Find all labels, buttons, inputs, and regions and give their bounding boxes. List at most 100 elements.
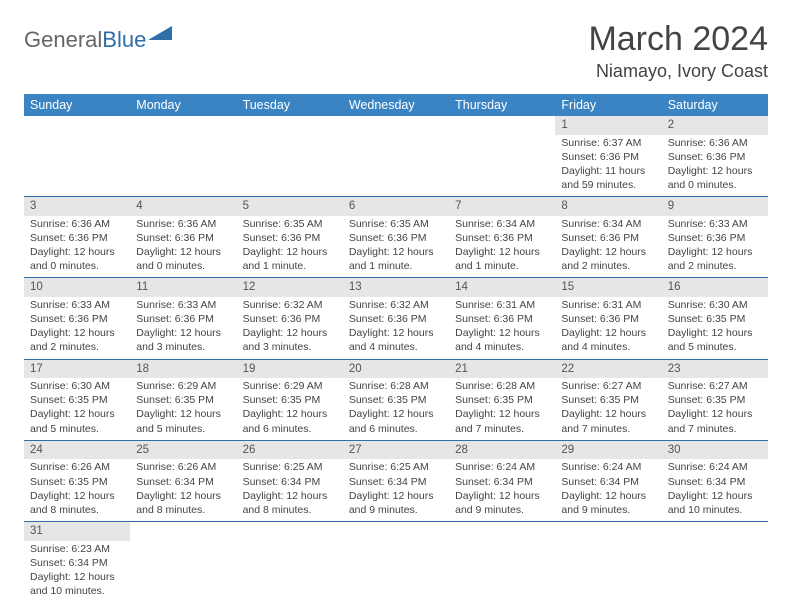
day-number: 12	[237, 278, 343, 297]
daylight-text: Daylight: 12 hours and 7 minutes.	[668, 407, 762, 435]
day-content: Sunrise: 6:24 AMSunset: 6:34 PMDaylight:…	[555, 459, 661, 521]
calendar-day-cell: 25Sunrise: 6:26 AMSunset: 6:34 PMDayligh…	[130, 440, 236, 521]
day-content: Sunrise: 6:31 AMSunset: 6:36 PMDaylight:…	[555, 297, 661, 359]
weekday-header: Tuesday	[237, 94, 343, 116]
sunrise-text: Sunrise: 6:29 AM	[243, 379, 337, 393]
day-content	[237, 541, 343, 597]
day-content: Sunrise: 6:26 AMSunset: 6:34 PMDaylight:…	[130, 459, 236, 521]
sunrise-text: Sunrise: 6:25 AM	[243, 460, 337, 474]
sunrise-text: Sunrise: 6:32 AM	[349, 298, 443, 312]
sunset-text: Sunset: 6:35 PM	[243, 393, 337, 407]
calendar-day-cell	[237, 116, 343, 197]
sunrise-text: Sunrise: 6:35 AM	[243, 217, 337, 231]
sunrise-text: Sunrise: 6:33 AM	[668, 217, 762, 231]
day-content: Sunrise: 6:25 AMSunset: 6:34 PMDaylight:…	[237, 459, 343, 521]
daylight-text: Daylight: 12 hours and 8 minutes.	[136, 489, 230, 517]
day-number: 5	[237, 197, 343, 216]
day-content	[24, 135, 130, 191]
calendar-day-cell: 14Sunrise: 6:31 AMSunset: 6:36 PMDayligh…	[449, 278, 555, 359]
sunset-text: Sunset: 6:36 PM	[455, 312, 549, 326]
calendar-day-cell	[555, 522, 661, 603]
calendar-day-cell: 23Sunrise: 6:27 AMSunset: 6:35 PMDayligh…	[662, 359, 768, 440]
day-number: 11	[130, 278, 236, 297]
daylight-text: Daylight: 12 hours and 3 minutes.	[243, 326, 337, 354]
calendar-week-row: 10Sunrise: 6:33 AMSunset: 6:36 PMDayligh…	[24, 278, 768, 359]
calendar-body: 1Sunrise: 6:37 AMSunset: 6:36 PMDaylight…	[24, 116, 768, 602]
calendar-day-cell	[237, 522, 343, 603]
sunset-text: Sunset: 6:36 PM	[243, 231, 337, 245]
daylight-text: Daylight: 12 hours and 4 minutes.	[349, 326, 443, 354]
day-content: Sunrise: 6:34 AMSunset: 6:36 PMDaylight:…	[449, 216, 555, 278]
calendar-day-cell	[662, 522, 768, 603]
daylight-text: Daylight: 12 hours and 4 minutes.	[455, 326, 549, 354]
day-number: 29	[555, 441, 661, 460]
sunrise-text: Sunrise: 6:23 AM	[30, 542, 124, 556]
day-content: Sunrise: 6:26 AMSunset: 6:35 PMDaylight:…	[24, 459, 130, 521]
sunset-text: Sunset: 6:36 PM	[349, 231, 443, 245]
day-content: Sunrise: 6:28 AMSunset: 6:35 PMDaylight:…	[449, 378, 555, 440]
day-content: Sunrise: 6:37 AMSunset: 6:36 PMDaylight:…	[555, 135, 661, 197]
calendar-day-cell: 27Sunrise: 6:25 AMSunset: 6:34 PMDayligh…	[343, 440, 449, 521]
day-content: Sunrise: 6:27 AMSunset: 6:35 PMDaylight:…	[662, 378, 768, 440]
daylight-text: Daylight: 12 hours and 2 minutes.	[561, 245, 655, 273]
calendar-day-cell: 28Sunrise: 6:24 AMSunset: 6:34 PMDayligh…	[449, 440, 555, 521]
daylight-text: Daylight: 12 hours and 2 minutes.	[30, 326, 124, 354]
sunset-text: Sunset: 6:35 PM	[349, 393, 443, 407]
sunset-text: Sunset: 6:34 PM	[561, 475, 655, 489]
day-number: 4	[130, 197, 236, 216]
sunrise-text: Sunrise: 6:28 AM	[455, 379, 549, 393]
sunset-text: Sunset: 6:34 PM	[455, 475, 549, 489]
calendar-day-cell: 20Sunrise: 6:28 AMSunset: 6:35 PMDayligh…	[343, 359, 449, 440]
daylight-text: Daylight: 12 hours and 4 minutes.	[561, 326, 655, 354]
day-number: 1	[555, 116, 661, 135]
weekday-header: Saturday	[662, 94, 768, 116]
sunrise-text: Sunrise: 6:24 AM	[668, 460, 762, 474]
day-number: 10	[24, 278, 130, 297]
sunset-text: Sunset: 6:35 PM	[668, 393, 762, 407]
day-content: Sunrise: 6:28 AMSunset: 6:35 PMDaylight:…	[343, 378, 449, 440]
sunrise-text: Sunrise: 6:32 AM	[243, 298, 337, 312]
sunset-text: Sunset: 6:35 PM	[136, 393, 230, 407]
day-number: 15	[555, 278, 661, 297]
sunrise-text: Sunrise: 6:35 AM	[349, 217, 443, 231]
daylight-text: Daylight: 12 hours and 6 minutes.	[349, 407, 443, 435]
day-number: 20	[343, 360, 449, 379]
day-content	[343, 541, 449, 597]
calendar-day-cell	[343, 522, 449, 603]
sunrise-text: Sunrise: 6:30 AM	[668, 298, 762, 312]
sunset-text: Sunset: 6:34 PM	[349, 475, 443, 489]
day-content: Sunrise: 6:23 AMSunset: 6:34 PMDaylight:…	[24, 541, 130, 603]
weekday-header: Thursday	[449, 94, 555, 116]
day-number: 16	[662, 278, 768, 297]
calendar-day-cell: 13Sunrise: 6:32 AMSunset: 6:36 PMDayligh…	[343, 278, 449, 359]
day-number: 7	[449, 197, 555, 216]
day-content	[343, 135, 449, 191]
calendar-week-row: 3Sunrise: 6:36 AMSunset: 6:36 PMDaylight…	[24, 197, 768, 278]
day-content: Sunrise: 6:29 AMSunset: 6:35 PMDaylight:…	[130, 378, 236, 440]
daylight-text: Daylight: 12 hours and 7 minutes.	[455, 407, 549, 435]
calendar-day-cell	[24, 116, 130, 197]
day-content: Sunrise: 6:33 AMSunset: 6:36 PMDaylight:…	[24, 297, 130, 359]
calendar-day-cell: 9Sunrise: 6:33 AMSunset: 6:36 PMDaylight…	[662, 197, 768, 278]
day-content: Sunrise: 6:32 AMSunset: 6:36 PMDaylight:…	[343, 297, 449, 359]
day-content: Sunrise: 6:36 AMSunset: 6:36 PMDaylight:…	[662, 135, 768, 197]
sunset-text: Sunset: 6:36 PM	[30, 231, 124, 245]
sunrise-text: Sunrise: 6:31 AM	[561, 298, 655, 312]
day-number: 21	[449, 360, 555, 379]
day-number: 26	[237, 441, 343, 460]
sunrise-text: Sunrise: 6:34 AM	[561, 217, 655, 231]
brand-part2: Blue	[102, 27, 146, 53]
brand-part1: General	[24, 27, 102, 53]
day-content: Sunrise: 6:30 AMSunset: 6:35 PMDaylight:…	[24, 378, 130, 440]
sunset-text: Sunset: 6:36 PM	[561, 312, 655, 326]
sunset-text: Sunset: 6:35 PM	[668, 312, 762, 326]
daylight-text: Daylight: 12 hours and 5 minutes.	[30, 407, 124, 435]
calendar-week-row: 1Sunrise: 6:37 AMSunset: 6:36 PMDaylight…	[24, 116, 768, 197]
weekday-header: Wednesday	[343, 94, 449, 116]
calendar-day-cell: 31Sunrise: 6:23 AMSunset: 6:34 PMDayligh…	[24, 522, 130, 603]
day-content: Sunrise: 6:36 AMSunset: 6:36 PMDaylight:…	[24, 216, 130, 278]
page-header: GeneralBlue March 2024 Niamayo, Ivory Co…	[24, 20, 768, 82]
sunset-text: Sunset: 6:34 PM	[668, 475, 762, 489]
brand-logo: GeneralBlue	[24, 26, 172, 54]
day-number: 8	[555, 197, 661, 216]
